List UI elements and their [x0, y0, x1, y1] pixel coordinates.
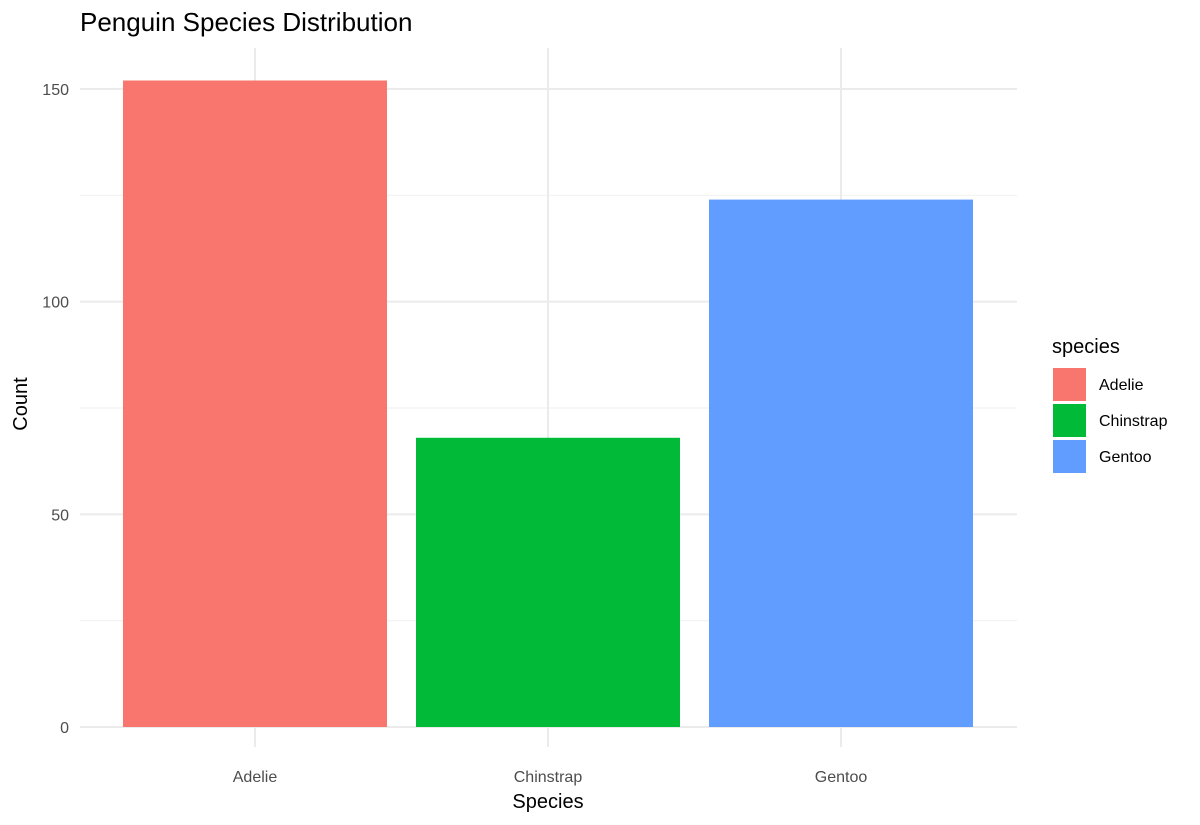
x-tick-label: Gentoo: [815, 769, 868, 786]
chart-title: Penguin Species Distribution: [80, 7, 412, 37]
x-tick-label: Adelie: [233, 769, 278, 786]
legend-label: Chinstrap: [1099, 413, 1168, 430]
legend-swatch: [1053, 440, 1086, 473]
y-tick-label: 0: [60, 720, 69, 737]
legend-swatch: [1053, 368, 1086, 401]
x-axis-title: Species: [512, 791, 583, 813]
y-tick-label: 50: [51, 507, 69, 524]
y-tick-label: 100: [42, 295, 69, 312]
bar-chinstrap: [416, 437, 680, 727]
bar-gentoo: [709, 199, 973, 727]
y-axis-ticks: 0 50 100 150: [42, 82, 69, 737]
y-tick-label: 150: [42, 82, 69, 99]
y-axis-title: Count: [10, 377, 32, 431]
legend: species Adelie Chinstrap Gentoo: [1052, 336, 1168, 473]
legend-title: species: [1052, 336, 1120, 358]
x-tick-label: Chinstrap: [514, 769, 583, 786]
bars: [123, 80, 973, 727]
legend-swatch: [1053, 404, 1086, 437]
legend-label: Adelie: [1099, 377, 1144, 394]
legend-label: Gentoo: [1099, 449, 1152, 466]
x-axis-ticks: Adelie Chinstrap Gentoo: [233, 769, 868, 786]
bar-adelie: [123, 80, 387, 727]
